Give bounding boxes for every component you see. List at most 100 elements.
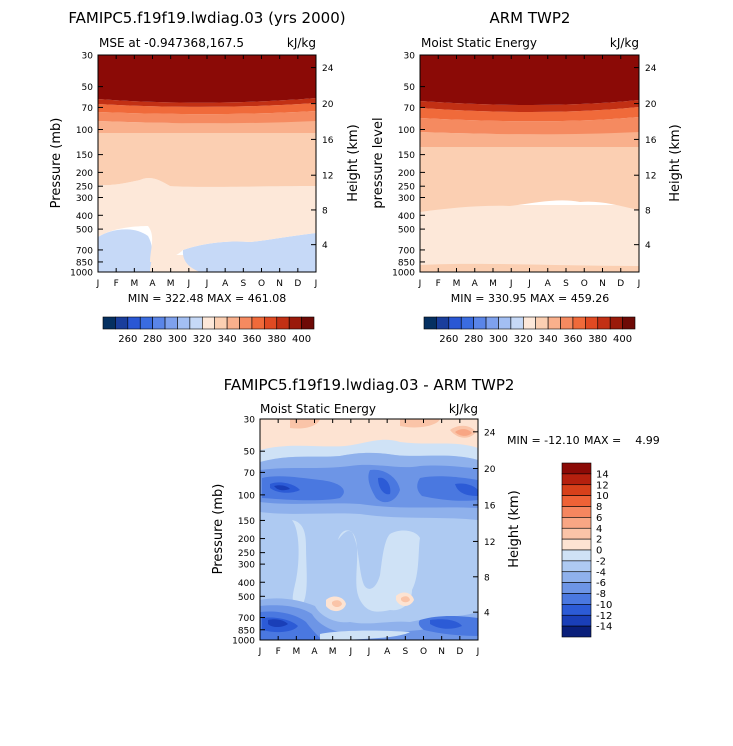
colorbar-swatch xyxy=(561,495,592,507)
colorbar-swatch xyxy=(448,316,462,330)
pressure-label: 850 xyxy=(398,258,415,268)
pressure-label: 300 xyxy=(238,561,255,571)
height-label: 20 xyxy=(484,465,496,475)
month-label: M xyxy=(130,279,138,289)
panel-model-y2label: Height (km) xyxy=(346,124,361,201)
colorbar-label: 320 xyxy=(514,334,533,345)
colorbar-swatch xyxy=(102,316,116,330)
colorbar-swatch xyxy=(561,517,592,529)
colorbar-label: 380 xyxy=(267,334,286,345)
month-label: N xyxy=(599,279,606,289)
month-label: J xyxy=(187,279,191,289)
colorbar-swatch xyxy=(585,316,599,330)
panel-diff: FAMIPC5.f19f19.lwdiag.03 - ARM TWP2 Mois… xyxy=(211,376,660,657)
diff-pos-spot-2b xyxy=(401,596,410,603)
height-label: 8 xyxy=(645,206,651,216)
panel-model: FAMIPC5.f19f19.lwdiag.03 (yrs 2000) MSE … xyxy=(49,9,361,305)
colorbar-label: 300 xyxy=(168,334,187,345)
pressure-label: 70 xyxy=(244,469,256,479)
colorbar-swatch xyxy=(561,571,592,583)
colorbar-swatch xyxy=(572,316,586,330)
colorbar-swatch xyxy=(239,316,253,330)
colorbar-swatch xyxy=(561,614,592,627)
month-label: N xyxy=(276,279,283,289)
month-label: S xyxy=(563,279,569,289)
pressure-label: 700 xyxy=(398,246,415,256)
month-label: A xyxy=(149,279,156,289)
colorbar-swatch xyxy=(460,316,474,330)
month-label: J xyxy=(314,279,318,289)
colorbar-swatch xyxy=(561,484,592,496)
colorbar-swatch xyxy=(510,316,524,330)
colorbar-model: 260 280 300 320 340 360 380 400 xyxy=(102,316,315,345)
pressure-label: 70 xyxy=(404,104,416,114)
colorbar-swatch xyxy=(498,316,512,330)
band-mid xyxy=(98,177,316,262)
height-label: 12 xyxy=(322,172,333,182)
pressure-label: 850 xyxy=(76,258,93,268)
colorbar-swatch xyxy=(561,462,592,475)
diff-neg-8 xyxy=(262,469,478,503)
height-label: 20 xyxy=(645,100,657,110)
colorbar-label: 4 xyxy=(596,524,602,535)
panel-diff-stats-max: MAX = 4.99 xyxy=(584,434,660,447)
month-label: D xyxy=(456,647,463,657)
month-label: O xyxy=(420,647,427,657)
month-label: J xyxy=(418,279,422,289)
panel-model-title: FAMIPC5.f19f19.lwdiag.03 (yrs 2000) xyxy=(68,9,345,27)
pressure-label: 1000 xyxy=(70,269,93,279)
month-label: D xyxy=(294,279,301,289)
pressure-label: 70 xyxy=(82,104,94,114)
pressure-label: 700 xyxy=(76,246,93,256)
panel-obs-ylabel: pressure level xyxy=(371,117,386,208)
diff-low-neg-10 xyxy=(262,617,462,633)
diff-low-neg-8 xyxy=(260,611,478,640)
height-label: 8 xyxy=(484,573,490,583)
colorbar-swatch xyxy=(561,549,592,562)
colorbar-swatch xyxy=(251,316,265,330)
panel-model-plot xyxy=(98,55,316,272)
pressure-label: 400 xyxy=(76,212,93,222)
month-label: J xyxy=(367,647,371,657)
month-label: M xyxy=(292,647,300,657)
pressure-label: 850 xyxy=(238,626,255,636)
colorbar-label: 340 xyxy=(539,334,558,345)
pressure-label: 1000 xyxy=(392,269,415,279)
height-label: 16 xyxy=(645,136,657,146)
colorbar-swatch xyxy=(127,316,141,330)
month-label: D xyxy=(617,279,624,289)
colorbar-swatch xyxy=(485,316,499,330)
colorbar-swatch xyxy=(561,538,592,551)
colorbar-swatch xyxy=(288,316,302,330)
colorbar-swatch xyxy=(547,316,561,330)
colorbar-label: 300 xyxy=(489,334,508,345)
height-label: 20 xyxy=(322,100,334,110)
band-50 xyxy=(98,98,316,107)
month-label: J xyxy=(476,647,480,657)
band-top xyxy=(98,55,316,103)
pressure-label: 1000 xyxy=(232,637,255,647)
colorbar-swatch xyxy=(152,316,166,330)
pressure-label: 100 xyxy=(398,126,415,136)
colorbar-swatch xyxy=(561,604,592,616)
month-label: J xyxy=(349,647,353,657)
month-label: O xyxy=(258,279,265,289)
colorbar-swatch xyxy=(201,316,216,330)
band-70 xyxy=(420,117,639,135)
colorbar-swatch xyxy=(276,316,290,330)
diff-pos-spot-1b xyxy=(332,600,342,607)
height-label: 4 xyxy=(645,241,651,251)
colorbar-label: -8 xyxy=(596,589,606,600)
band-60 xyxy=(98,103,316,115)
month-label: F xyxy=(436,279,441,289)
colorbar-label: 280 xyxy=(464,334,483,345)
colorbar-swatch xyxy=(561,582,592,594)
height-label: 24 xyxy=(645,64,657,74)
colorbar-swatch xyxy=(561,593,592,605)
colorbar-swatch xyxy=(561,527,592,540)
band-low-blue xyxy=(98,229,153,272)
colorbar-swatch xyxy=(622,316,636,330)
month-label: A xyxy=(311,647,318,657)
month-label: M xyxy=(329,647,337,657)
band-lower xyxy=(420,205,639,272)
